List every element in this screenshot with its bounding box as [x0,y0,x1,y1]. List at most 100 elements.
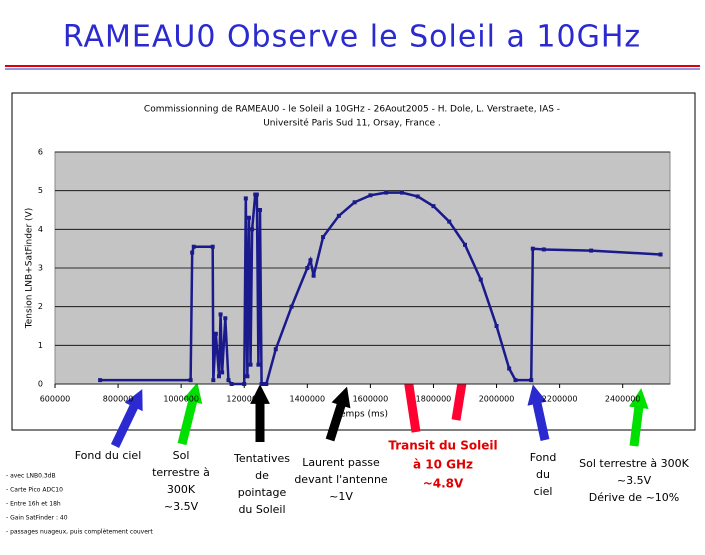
data-point [245,374,250,379]
x-tick-label: 2200000 [542,395,578,404]
data-point [530,246,535,251]
annotation: 300K [167,483,196,496]
annotation: Dérive de ~10% [589,491,680,504]
data-point [541,247,546,252]
data-point [188,378,193,383]
y-tick-label: 3 [38,264,43,273]
data-point [250,227,255,232]
data-point [210,244,215,249]
y-tick-label: 6 [38,148,43,157]
annotation: pointage [238,486,287,499]
annotation: à 10 GHz [413,458,473,472]
chart-title: Commissionning de RAMEAU0 - le Soleil a … [144,105,560,115]
data-point [658,252,663,257]
annotation: terrestre à [152,466,210,479]
annotation: Fond [530,451,557,464]
data-point [447,219,452,224]
note: - avec LNB0.3dB [6,473,56,480]
data-point [226,378,231,383]
y-tick-label: 0 [38,380,43,389]
data-point [336,213,341,218]
data-point [223,316,228,321]
data-point [529,378,534,383]
data-point [589,248,594,253]
data-point [264,382,269,386]
annotation: devant l'antenne [294,473,388,486]
data-point [273,347,278,352]
note: - Carte Pico ADC10 [6,487,63,494]
data-point [311,273,316,278]
annotation: ~3.5V [164,500,199,513]
data-point [190,250,195,255]
arrow [325,386,351,442]
data-point [415,194,420,199]
x-tick-label: 600000 [40,395,71,404]
data-point [258,208,262,212]
data-point [246,215,251,220]
annotation: Fond du ciel [75,449,142,462]
arrow [527,384,550,441]
data-point [308,258,313,263]
data-point [218,312,223,317]
y-tick-label: 2 [38,302,43,311]
chart-subtitle: Université Paris Sud 11, Orsay, France . [263,118,441,129]
data-point [305,266,310,270]
data-point [384,190,389,195]
data-point [220,370,225,375]
y-tick-label: 5 [38,186,43,195]
data-point [98,378,103,383]
data-point [478,277,483,282]
data-point [242,382,247,386]
arrow [177,382,203,446]
note: - Entre 16h et 18h [6,501,61,508]
data-point [494,324,499,328]
data-point [259,382,264,386]
x-tick-label: 1600000 [353,395,389,404]
data-point [352,200,357,205]
data-point [513,378,518,383]
data-point [399,190,404,195]
y-axis-label: Tension LNB+SatFinder (V) [25,208,35,329]
data-point [217,374,221,379]
annotation: du [536,468,550,481]
x-tick-label: 800000 [103,395,134,404]
annotation: ciel [534,485,553,498]
data-point [213,331,218,336]
data-point [507,366,512,371]
data-point [321,235,326,240]
x-tick-label: 1800000 [416,395,452,404]
annotation: du Soleil [238,503,285,516]
note: - passages nuageux, puis complètement co… [6,529,153,536]
annotation: ~1V [329,490,353,503]
annotation: de [255,469,269,482]
arrow [628,388,649,447]
data-point [254,192,259,197]
annotation: Sol terrestre à 300K [579,457,690,470]
data-point [368,193,373,198]
arrow [110,389,143,448]
annotation: Laurent passe [302,456,380,469]
x-tick-label: 1400000 [289,395,325,404]
annotation: Transit du Soleil [388,439,497,453]
data-point [243,196,248,201]
x-axis-label: Temps (ms) [335,410,388,420]
y-tick-label: 1 [38,341,43,350]
data-point [289,304,294,309]
data-point [211,378,216,383]
x-tick-label: 2400000 [605,395,641,404]
slide-title: RAMEAU0 Observe le Soleil a 10GHz [63,20,641,55]
data-point [431,204,436,209]
note: - Gain SatFinder : 40 [6,515,68,522]
x-tick-label: 2000000 [479,395,515,404]
data-point [256,362,261,367]
data-point [229,382,234,386]
annotation: Sol [173,449,190,462]
data-point [463,242,467,247]
data-point [248,362,253,367]
y-tick-label: 4 [38,225,43,234]
x-tick-label: 1000000 [163,395,199,404]
annotation: Tentatives [233,452,290,465]
annotation: ~3.5V [617,474,652,487]
data-point [191,244,196,249]
